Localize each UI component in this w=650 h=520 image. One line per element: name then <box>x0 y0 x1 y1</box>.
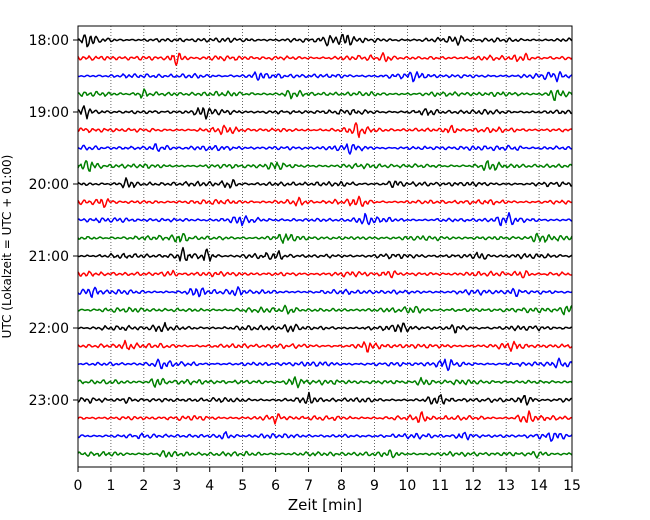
trace-20 <box>77 376 573 389</box>
trace-1 <box>77 33 573 48</box>
x-tick-label: 2 <box>139 478 148 494</box>
trace-2 <box>77 52 573 66</box>
trace-17 <box>77 321 573 334</box>
x-tick-label: 7 <box>304 478 313 494</box>
x-tick-label: 13 <box>497 478 515 494</box>
trace-7 <box>77 143 573 155</box>
trace-21 <box>77 391 573 406</box>
y-tick-label: 20:00 <box>29 177 69 193</box>
y-tick-label: 21:00 <box>29 249 69 265</box>
y-tick-label: 18:00 <box>29 33 69 49</box>
trace-23 <box>77 431 573 442</box>
trace-15 <box>77 286 573 299</box>
trace-22 <box>77 410 573 425</box>
x-tick-label: 3 <box>172 478 181 494</box>
trace-9 <box>77 177 573 189</box>
trace-13 <box>77 246 573 262</box>
x-tick-label: 10 <box>398 478 416 494</box>
trace-6 <box>77 122 573 139</box>
trace-3 <box>77 71 573 83</box>
x-axis-label: Zeit [min] <box>288 496 362 514</box>
x-tick-label: 14 <box>530 478 548 494</box>
x-axis-ticks: 0 1 2 3 4 5 6 7 8 9 10 11 12 13 14 15 <box>74 467 581 494</box>
x-tick-label: 9 <box>370 478 379 494</box>
trace-19 <box>77 357 573 372</box>
x-tick-label: 8 <box>337 478 346 494</box>
trace-5 <box>77 105 573 120</box>
trace-18 <box>77 339 573 353</box>
trace-12 <box>77 232 573 244</box>
y-tick-label: 22:00 <box>29 321 69 337</box>
y-axis-ticks: 18:00 19:00 20:00 21:00 22:00 23:00 <box>29 33 78 409</box>
x-tick-label: 1 <box>106 478 115 494</box>
y-tick-label: 23:00 <box>29 393 69 409</box>
x-tick-label: 15 <box>563 478 581 494</box>
seismogram-traces <box>77 33 573 459</box>
plot-frame <box>77 25 573 468</box>
trace-11 <box>77 211 573 227</box>
x-tick-label: 11 <box>431 478 449 494</box>
x-tick-label: 6 <box>271 478 280 494</box>
trace-8 <box>77 160 573 172</box>
x-tick-label: 5 <box>238 478 247 494</box>
trace-16 <box>77 304 573 316</box>
trace-24 <box>77 449 573 459</box>
x-tick-label: 12 <box>464 478 482 494</box>
y-tick-label: 19:00 <box>29 105 69 121</box>
x-tick-label: 4 <box>205 478 214 494</box>
trace-14 <box>77 269 573 279</box>
x-tick-label: 0 <box>74 478 83 494</box>
trace-10 <box>77 195 573 208</box>
trace-4 <box>77 88 573 102</box>
y-axis-label: UTC (Lokalzeit = UTC + 01:00) <box>0 155 14 339</box>
